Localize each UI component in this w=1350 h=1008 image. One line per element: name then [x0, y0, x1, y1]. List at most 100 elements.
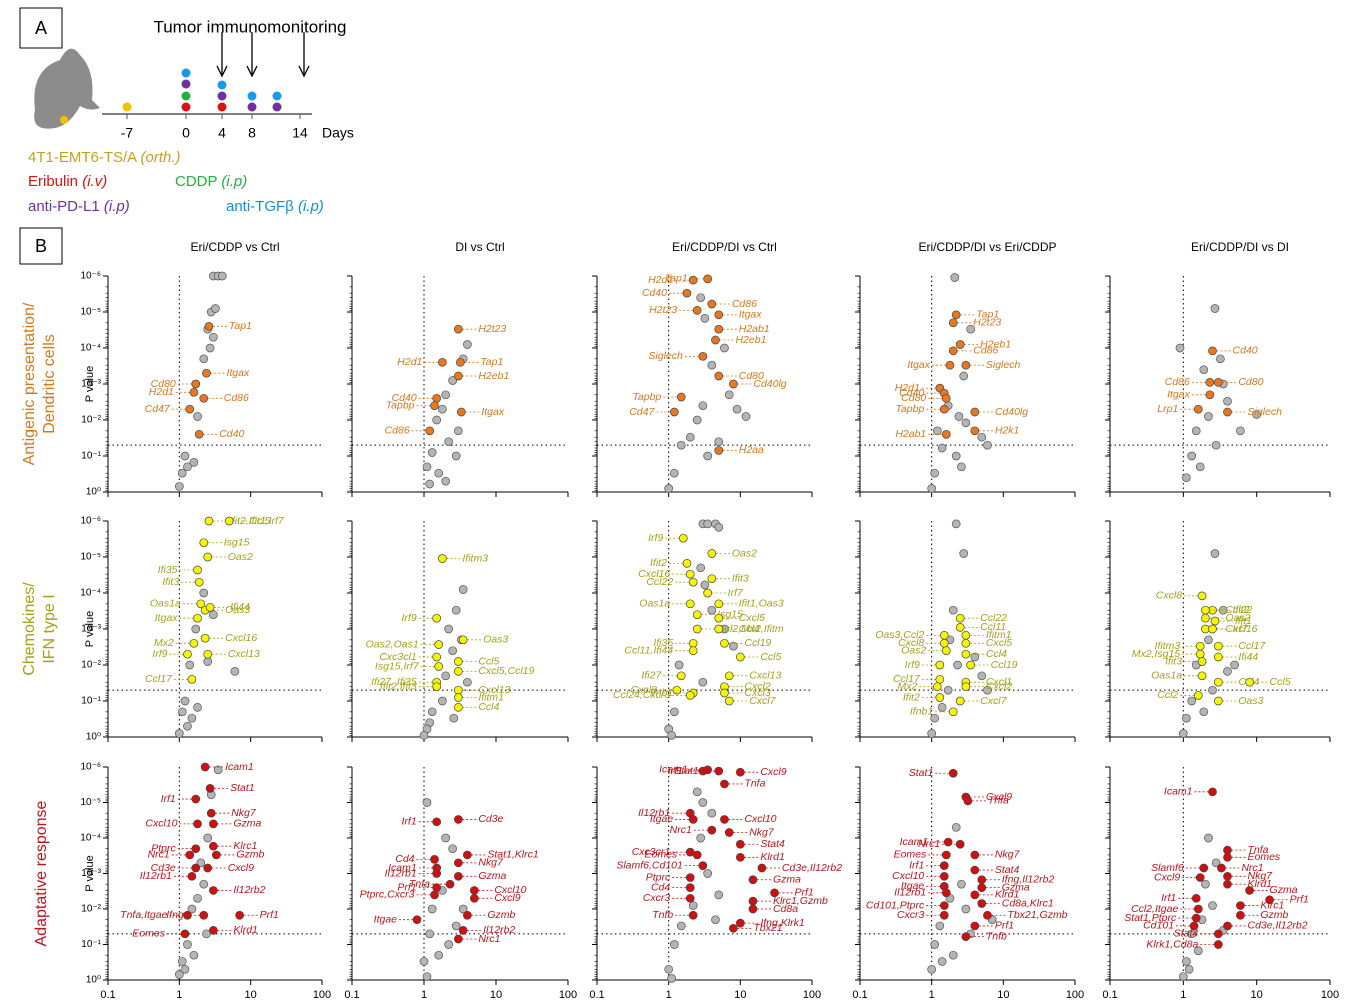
gene-point: [180, 964, 190, 974]
gene-point: [183, 721, 192, 731]
gene-point: [1208, 685, 1217, 695]
gene-label: Nkg7: [995, 849, 1021, 861]
x-tick-label: 0.1: [1102, 989, 1117, 1001]
gene-point: [438, 696, 447, 706]
gene-point: [458, 904, 468, 914]
highlighted-gene-point: [735, 839, 745, 849]
highlighted-gene-point: [209, 886, 218, 895]
gene-point: [211, 304, 220, 313]
highlighted-gene-point: [183, 649, 192, 659]
gene-point: [177, 468, 187, 478]
gene-label: Oas1a: [639, 598, 670, 610]
highlighted-gene-point: [682, 558, 692, 568]
highlighted-gene-point: [199, 538, 209, 548]
highlighted-gene-point: [735, 918, 745, 928]
gene-point: [177, 707, 187, 717]
row-label-line: IFN type I: [41, 594, 58, 663]
gene-point: [444, 437, 454, 447]
gene-point: [932, 426, 942, 436]
legend-name: anti-PD-L1: [28, 198, 104, 215]
gene-label: Isg15,Irf7: [375, 660, 420, 672]
gene-label: Gzmb: [236, 849, 264, 861]
gene-label: Prf1: [795, 887, 814, 899]
highlighted-gene-point: [1213, 652, 1223, 662]
gene-label: Cd86: [732, 298, 757, 310]
gene-label: H2d1: [149, 386, 174, 398]
gene-label: Ifit1,Oas3: [739, 598, 784, 610]
highlighted-gene-point: [469, 893, 479, 903]
x-tick-label: 1: [176, 989, 182, 1001]
gene-point: [720, 343, 729, 353]
day-label: 0: [182, 125, 190, 141]
gene-label: Tnfb: [986, 930, 1007, 942]
gene-label: Tbx21,Gzmb: [1007, 909, 1067, 921]
gene-label: Lrp1: [1157, 403, 1178, 415]
legend-entry: anti-TGFβ (i.p): [226, 198, 324, 215]
timeline-title: Tumor immunomonitoring: [153, 17, 346, 36]
gene-point: [700, 313, 710, 323]
highlighted-gene-point: [748, 896, 758, 906]
gene-point: [187, 904, 197, 914]
highlighted-gene-point: [1201, 605, 1210, 615]
gene-point: [1187, 696, 1197, 706]
gene-label: Oas3,Ccl2: [875, 629, 924, 641]
gene-point: [213, 765, 223, 775]
gene-point: [183, 940, 192, 949]
gene-label: Cxcl5: [986, 637, 1012, 649]
x-tick-label: 1: [929, 989, 935, 1001]
day-label: 14: [292, 125, 308, 141]
highlighted-gene-point: [935, 693, 945, 702]
highlighted-gene-point: [711, 335, 720, 345]
highlighted-gene-point: [948, 346, 958, 356]
gene-point: [1175, 343, 1185, 353]
gene-point: [180, 451, 190, 461]
gene-point: [1187, 451, 1197, 461]
gene-point: [950, 273, 960, 282]
highlighted-gene-point: [1208, 346, 1217, 356]
gene-point: [1204, 412, 1213, 421]
gene-label: Cxcl1: [986, 676, 1012, 688]
gene-point: [1210, 549, 1220, 558]
gene-label: Slamf6,Cd101: [616, 859, 683, 871]
gene-label: Cxcl3: [744, 687, 770, 699]
gene-label: Irf1: [909, 859, 924, 871]
highlighted-gene-point: [196, 599, 206, 609]
gene-point: [943, 685, 953, 695]
x-tick-label: 10: [245, 989, 257, 1001]
gene-point: [422, 462, 432, 472]
gene-point: [957, 462, 966, 472]
gene-label: Gzma: [233, 818, 261, 830]
highlighted-gene-point: [676, 392, 686, 402]
highlighted-gene-point: [1189, 921, 1199, 931]
highlighted-gene-point: [955, 623, 965, 632]
gene-point: [959, 549, 969, 558]
highlighted-gene-point: [432, 817, 442, 827]
gene-label: Ccl5: [478, 655, 499, 667]
highlighted-gene-point: [707, 299, 717, 309]
gene-point: [927, 484, 937, 493]
gene-point: [937, 957, 947, 966]
gene-label: Il12rb1: [385, 867, 417, 879]
y-tick-label: 10⁻⁴: [80, 588, 101, 599]
gene-point: [1216, 354, 1225, 364]
gene-label: Ifng,Klrk1: [760, 917, 804, 929]
y-tick-label: 10⁻⁵: [80, 307, 101, 318]
row-label-line: Chemokines/: [21, 582, 38, 676]
highlighted-gene-point: [454, 685, 463, 695]
gene-label: Eomes: [1247, 851, 1280, 863]
gene-label: Gzma: [773, 874, 801, 886]
gene-label: Isg15: [717, 608, 743, 620]
gene-label: Ifit3: [1165, 655, 1182, 667]
gene-label: Ifitm3: [462, 552, 488, 564]
gene-point: [444, 624, 454, 634]
dose-dots: [122, 68, 282, 112]
gene-point: [174, 970, 184, 979]
gene-point: [937, 702, 947, 712]
gene-point: [1193, 946, 1203, 956]
highlighted-gene-point: [941, 429, 951, 439]
gene-label: Ccl19: [744, 637, 771, 649]
gene-label: Ccl2: [1157, 689, 1178, 701]
gene-label: Icam1: [225, 761, 254, 773]
gene-point: [685, 432, 695, 442]
